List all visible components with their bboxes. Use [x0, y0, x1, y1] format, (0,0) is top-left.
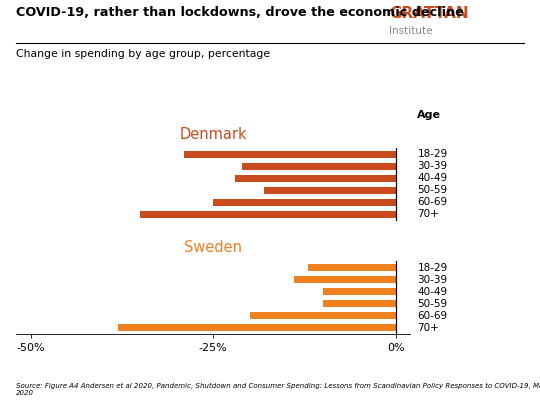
Text: 30-39: 30-39	[417, 161, 448, 171]
Bar	[323, 288, 396, 295]
Text: 70+: 70+	[417, 209, 439, 219]
Text: 40-49: 40-49	[417, 173, 448, 183]
Bar	[235, 175, 396, 182]
Bar	[308, 264, 396, 271]
Text: 30-39: 30-39	[417, 275, 448, 285]
Text: Institute: Institute	[389, 26, 433, 36]
Text: COVID-19, rather than lockdowns, drove the economic decline: COVID-19, rather than lockdowns, drove t…	[16, 6, 464, 19]
Bar	[265, 187, 396, 194]
Text: GRATTAN: GRATTAN	[389, 6, 468, 21]
Text: 70+: 70+	[417, 322, 439, 333]
Bar	[250, 312, 396, 319]
Text: 50-59: 50-59	[417, 298, 448, 309]
Bar	[323, 300, 396, 307]
Text: 40-49: 40-49	[417, 287, 448, 296]
Text: Age: Age	[417, 110, 441, 120]
Text: 60-69: 60-69	[417, 197, 448, 207]
Bar	[242, 163, 396, 170]
Text: 60-69: 60-69	[417, 311, 448, 321]
Text: Denmark: Denmark	[179, 127, 247, 142]
Text: 50-59: 50-59	[417, 185, 448, 195]
Text: 18-29: 18-29	[417, 149, 448, 160]
Bar	[184, 151, 396, 158]
Bar	[118, 324, 396, 331]
Bar	[140, 211, 396, 218]
Text: Change in spending by age group, percentage: Change in spending by age group, percent…	[16, 49, 271, 60]
Bar	[213, 199, 396, 206]
Text: Sweden: Sweden	[184, 240, 242, 255]
Bar	[294, 276, 396, 283]
Text: Source: Figure A4 Andersen et al 2020, Pandemic, Shutdown and Consumer Spending:: Source: Figure A4 Andersen et al 2020, P…	[16, 383, 540, 396]
Text: 18-29: 18-29	[417, 263, 448, 273]
